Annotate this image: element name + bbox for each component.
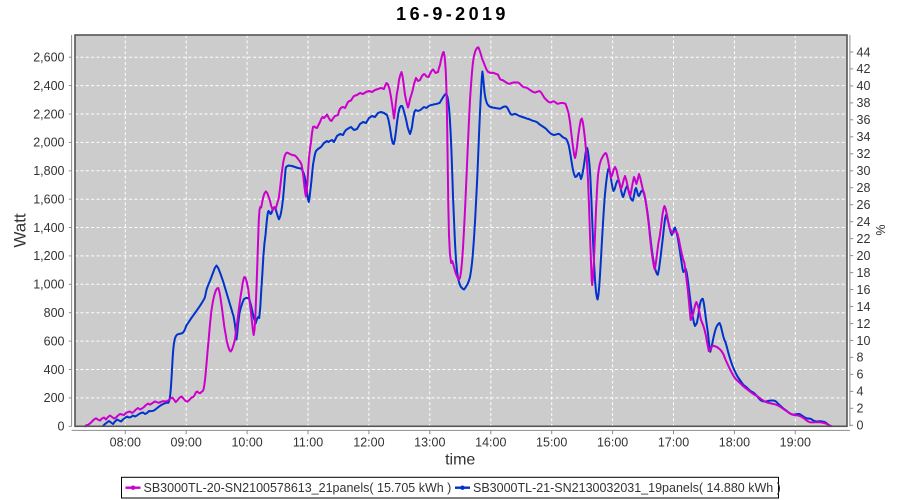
svg-text:16: 16 — [857, 283, 871, 297]
svg-text:40: 40 — [857, 79, 871, 93]
svg-text:1,200: 1,200 — [33, 249, 64, 263]
svg-text:08:00: 08:00 — [110, 435, 141, 449]
svg-text:10: 10 — [857, 334, 871, 348]
svg-text:4: 4 — [857, 385, 864, 399]
svg-text:12:00: 12:00 — [353, 435, 384, 449]
svg-text:34: 34 — [857, 130, 871, 144]
svg-text:38: 38 — [857, 96, 871, 110]
svg-text:26: 26 — [857, 198, 871, 212]
svg-text:6: 6 — [857, 368, 864, 382]
svg-text:30: 30 — [857, 164, 871, 178]
svg-text:17:00: 17:00 — [658, 435, 689, 449]
svg-text:2,400: 2,400 — [33, 79, 64, 93]
svg-text:1,400: 1,400 — [33, 221, 64, 235]
svg-text:%: % — [873, 224, 887, 235]
svg-text:1,800: 1,800 — [33, 164, 64, 178]
svg-text:32: 32 — [857, 147, 871, 161]
svg-text:200: 200 — [44, 391, 65, 405]
svg-text:SB3000TL-21-SN2130032031_19pan: SB3000TL-21-SN2130032031_19panels( 14.88… — [473, 481, 781, 495]
svg-text:15:00: 15:00 — [536, 435, 567, 449]
svg-text:11:00: 11:00 — [293, 435, 323, 449]
svg-text:2,000: 2,000 — [33, 136, 64, 150]
svg-text:18: 18 — [857, 266, 871, 280]
svg-text:600: 600 — [44, 334, 65, 348]
svg-text:09:00: 09:00 — [171, 435, 202, 449]
svg-text:44: 44 — [857, 45, 871, 59]
svg-text:13:00: 13:00 — [414, 435, 445, 449]
svg-text:2,200: 2,200 — [33, 107, 64, 121]
svg-text:14:00: 14:00 — [475, 435, 506, 449]
svg-text:36: 36 — [857, 113, 871, 127]
svg-text:1,600: 1,600 — [33, 193, 64, 207]
svg-text:42: 42 — [857, 62, 871, 76]
svg-text:20: 20 — [857, 249, 871, 263]
svg-text:12: 12 — [857, 317, 871, 331]
svg-text:10:00: 10:00 — [231, 435, 262, 449]
svg-text:24: 24 — [857, 215, 871, 229]
svg-text:0: 0 — [857, 419, 864, 433]
svg-text:1,000: 1,000 — [33, 278, 64, 292]
svg-text:time: time — [445, 452, 475, 469]
svg-text:14: 14 — [857, 300, 871, 314]
svg-text:28: 28 — [857, 181, 871, 195]
svg-text:Watt: Watt — [11, 213, 30, 248]
svg-text:22: 22 — [857, 232, 871, 246]
svg-text:2,600: 2,600 — [33, 51, 64, 65]
svg-text:0: 0 — [58, 420, 65, 434]
svg-text:8: 8 — [857, 351, 864, 365]
svg-text:19:00: 19:00 — [780, 435, 811, 449]
svg-text:400: 400 — [44, 363, 65, 377]
svg-text:16:00: 16:00 — [597, 435, 628, 449]
svg-text:2: 2 — [857, 402, 864, 416]
svg-text:800: 800 — [44, 306, 65, 320]
svg-text:18:00: 18:00 — [719, 435, 750, 449]
svg-text:SB3000TL-20-SN2100578613_21pan: SB3000TL-20-SN2100578613_21panels( 15.70… — [144, 481, 452, 495]
